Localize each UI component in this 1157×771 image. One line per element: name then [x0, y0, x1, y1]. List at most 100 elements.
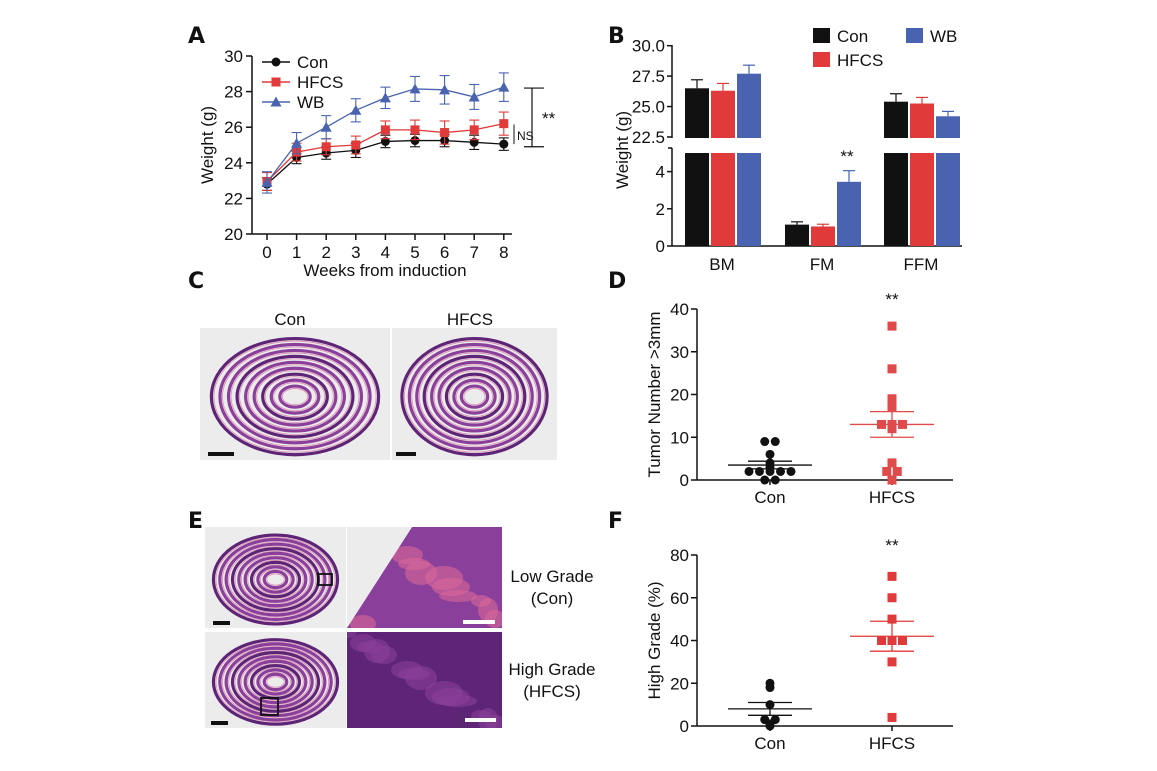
panel-b-category-label: FFM [904, 255, 939, 274]
panel-d-y-tick-label: 40 [670, 300, 689, 319]
panel-b-legend-swatch [813, 52, 830, 67]
panel-b-legend-swatch [813, 28, 830, 43]
panel-a-point-hfcs [410, 125, 420, 135]
tissue-ring-stroma [433, 364, 516, 429]
tissue-ring-stroma [266, 676, 285, 688]
panel-d-y-axis-label: Tumor Number >3mm [645, 311, 664, 477]
panel-f-y-tick-label: 80 [670, 546, 689, 565]
histology-e-low-grade-detail [347, 527, 502, 628]
tissue-lumen [347, 527, 413, 628]
panel-a-x-axis-label: Weeks from induction [303, 261, 466, 280]
histology-e-high-grade-overview-inset-box [260, 697, 279, 716]
panel-a-legend-label: Con [297, 53, 328, 72]
histology-e-high-grade-detail-tissue [347, 632, 502, 728]
tissue-gland [391, 546, 423, 564]
tissue-ring-stroma [455, 382, 494, 412]
tissue-gland [350, 634, 376, 652]
tissue-ring [249, 560, 302, 599]
tissue-ring-stroma [213, 340, 377, 453]
panel-b-y-tick-label: 22.5 [632, 128, 665, 147]
tissue-ring [430, 360, 520, 433]
tissue-gland [425, 681, 463, 705]
tissue-ring [262, 672, 289, 692]
histology-e-hfcs-label: (HFCS) [523, 682, 581, 701]
panel-a-legend-marker [271, 57, 281, 67]
panel-a-point-hfcs [499, 119, 509, 129]
panel-label-c: C [188, 269, 204, 294]
tissue-ring-stroma [234, 550, 317, 609]
tissue-ring-stroma [259, 568, 292, 591]
panel-a-x-tick-label: 5 [410, 243, 419, 262]
tissue-ring [269, 378, 321, 415]
tissue-ring [459, 384, 490, 409]
panel-b-bar-bm-hfcs [711, 90, 735, 138]
panel-a-point-hfcs [440, 128, 450, 138]
panel-d-category-label: Con [754, 488, 785, 507]
panel-a-point-con [499, 139, 509, 149]
panel-f-y-tick-label: 60 [670, 589, 689, 608]
panel-d-point-hfcs [882, 466, 892, 476]
panel-b-category-label: BM [709, 255, 735, 274]
panel-f-point-hfcs [887, 712, 897, 722]
panel-b-bar-fm-con [785, 224, 809, 246]
histology-e-low-grade-overview-tissue [211, 533, 340, 626]
tissue-ring [218, 342, 372, 451]
panel-f-category-label: HFCS [869, 734, 915, 753]
panel-a-x-tick-label: 7 [469, 243, 478, 262]
panel-d-significance-label: ** [885, 290, 899, 309]
tissue-ring-stroma [247, 663, 304, 701]
panel-a-point-wb [468, 91, 480, 102]
panel-d-point-con [760, 475, 770, 485]
panel-b-bar-bm-con-lower [685, 153, 709, 246]
tissue-ring-stroma [230, 352, 360, 441]
tissue-ring [218, 642, 333, 722]
panel-f-y-tick-label: 40 [670, 632, 689, 651]
tissue-ring [262, 569, 289, 590]
tissue-ring-stroma [239, 358, 351, 435]
panel-d-point-hfcs [887, 321, 897, 331]
panel-b-bar-fm-wb [837, 181, 861, 246]
histology-e-low-grade-detail-scale-bar [463, 620, 495, 624]
panel-a-x-tick-label: 4 [381, 243, 390, 262]
tissue-ring-stroma [247, 364, 343, 429]
panel-b-bar-bm-hfcs-lower [711, 153, 735, 246]
panel-f-point-hfcs [887, 593, 897, 603]
panel-a-x-tick-label: 8 [499, 243, 508, 262]
panel-label-a: A [188, 24, 205, 49]
tissue-ring [278, 384, 312, 409]
tissue-ring-stroma [418, 352, 531, 441]
panel-b-y-tick-label: 25.0 [632, 98, 665, 117]
panel-f-point-con [765, 721, 775, 731]
panel-a-point-hfcs [351, 140, 361, 150]
panel-b-bar-ffm-con-lower [884, 153, 908, 246]
panel-a-point-wb [291, 137, 303, 148]
panel-b-bar-fm-hfcs [811, 226, 835, 246]
tissue-ring-stroma [247, 559, 304, 600]
panel-label-d: D [608, 269, 626, 294]
histology-e-low-grade-detail-tissue [347, 527, 502, 628]
panel-b-y-tick-label: 2 [656, 200, 665, 219]
panel-b-bar-ffm-wb [936, 116, 960, 138]
panel-a-y-axis-label: Weight (g) [198, 106, 217, 184]
tissue-ring-stroma [228, 650, 323, 714]
panel-b-bar-ffm-con [884, 101, 908, 138]
panel-f-y-axis-label: High Grade (%) [645, 581, 664, 699]
panel-a-legend-label: HFCS [297, 73, 343, 92]
tissue-ring-stroma [253, 564, 298, 595]
panel-a-point-wb [379, 92, 391, 103]
panel-b-bar-bm-con [685, 88, 709, 138]
tissue-ring-stroma [403, 340, 545, 453]
tissue-ring [252, 366, 338, 427]
panel-f-significance-label: ** [885, 536, 899, 555]
panel-b-legend-label: Con [837, 27, 868, 46]
panel-f-y-tick-label: 0 [680, 717, 689, 736]
tissue-ring [243, 659, 308, 705]
panel-a-point-wb [261, 176, 273, 187]
panel-a-x-tick-label: 2 [321, 243, 330, 262]
panel-a-point-hfcs [469, 125, 479, 135]
histology-c-hfcs-label: HFCS [447, 310, 493, 329]
panel-d-point-con [760, 437, 770, 447]
tissue-ring-stroma [221, 541, 330, 618]
panel-f-point-hfcs [887, 614, 897, 624]
tissue-ring-stroma [240, 555, 311, 604]
